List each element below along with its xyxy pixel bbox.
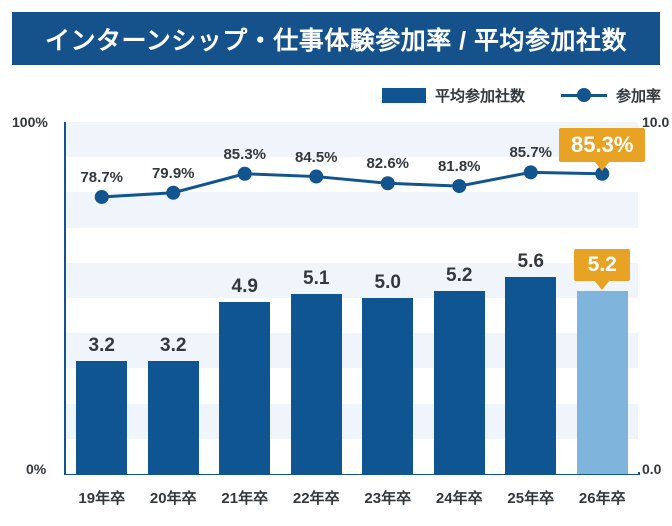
- legend-label-bar: 平均参加社数: [435, 87, 526, 105]
- line-marker-icon: [561, 88, 608, 102]
- page-title: インターンシップ・仕事体験参加率 / 平均参加社数: [44, 26, 628, 55]
- x-axis-label-23年卒: 23年卒: [364, 490, 412, 507]
- x-axis-label-20年卒: 20年卒: [149, 490, 197, 507]
- bar-callout-26年卒: 5.2: [574, 248, 631, 290]
- x-axis-label-26年卒: 26年卒: [578, 490, 626, 507]
- y-axis-left-max-label: 100%: [12, 114, 48, 130]
- y-axis-left-min-label: 0%: [26, 461, 47, 477]
- pct-value-20年卒: 79.9%: [151, 164, 195, 182]
- bar-22年卒: [290, 294, 342, 474]
- bar-value-21年卒: 4.9: [231, 275, 258, 297]
- bar-19年卒: [76, 361, 128, 474]
- background-band: [66, 227, 638, 263]
- background-band: [66, 192, 638, 228]
- x-axis-label-25年卒: 25年卒: [507, 490, 555, 507]
- bar-value-22年卒: 5.1: [303, 268, 330, 290]
- legend-item-bar: 平均参加社数: [382, 85, 525, 106]
- legend-label-line: 参加率: [616, 87, 662, 105]
- bar-swatch-icon: [382, 87, 426, 103]
- bar-23年卒: [362, 298, 414, 474]
- pct-callout-26年卒: 85.3%: [559, 127, 646, 171]
- bar-25年卒: [505, 276, 557, 474]
- plot-area: [66, 122, 638, 474]
- bar-20年卒: [147, 361, 199, 474]
- pct-value-19年卒: 78.7%: [80, 168, 124, 186]
- pct-value-25年卒: 85.7%: [509, 144, 553, 162]
- x-axis-label-22年卒: 22年卒: [292, 490, 340, 507]
- bar-value-23年卒: 5.0: [374, 272, 401, 293]
- pct-value-24年卒: 81.8%: [437, 158, 481, 176]
- y-axis-right-min-label: 0.0: [642, 461, 662, 477]
- pct-value-21年卒: 85.3%: [223, 145, 267, 163]
- pct-value-23年卒: 82.6%: [366, 155, 410, 173]
- bar-value-24年卒: 5.2: [446, 264, 473, 286]
- y-axis-line: [64, 122, 67, 475]
- legend-item-line: 参加率: [561, 85, 661, 106]
- bar-value-25年卒: 5.6: [517, 250, 544, 272]
- pct-value-22年卒: 84.5%: [294, 148, 338, 166]
- x-axis-label-19年卒: 19年卒: [78, 490, 126, 507]
- x-axis-label-21年卒: 21年卒: [221, 490, 269, 507]
- bar-value-20年卒: 3.2: [160, 335, 187, 357]
- x-axis-label-24年卒: 24年卒: [435, 490, 483, 507]
- bar-value-19年卒: 3.2: [88, 335, 115, 357]
- bar-26年卒: [576, 290, 628, 474]
- y-axis-right-max-label: 10.0: [642, 114, 670, 130]
- bar-21年卒: [219, 301, 271, 474]
- chart-title-bar: インターンシップ・仕事体験参加率 / 平均参加社数: [12, 12, 660, 65]
- chart-legend: 平均参加社数 参加率: [382, 80, 661, 110]
- bar-24年卒: [433, 290, 485, 474]
- background-band: [66, 122, 638, 158]
